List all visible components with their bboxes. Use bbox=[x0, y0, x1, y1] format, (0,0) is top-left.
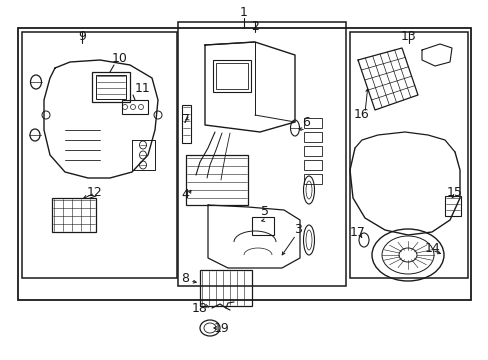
Text: 7: 7 bbox=[182, 113, 190, 126]
Text: 3: 3 bbox=[293, 224, 301, 237]
Text: 1: 1 bbox=[240, 5, 247, 18]
Bar bbox=[178, 22, 346, 286]
Text: 6: 6 bbox=[302, 117, 309, 130]
Bar bbox=[349, 32, 467, 278]
Bar bbox=[200, 270, 251, 306]
Bar bbox=[444, 196, 460, 216]
Bar bbox=[304, 146, 321, 156]
Bar bbox=[304, 132, 321, 142]
Text: 19: 19 bbox=[214, 321, 229, 334]
Bar bbox=[304, 174, 321, 184]
Text: 2: 2 bbox=[250, 19, 259, 32]
Text: 8: 8 bbox=[181, 271, 189, 284]
Text: 18: 18 bbox=[192, 301, 207, 315]
Bar bbox=[52, 198, 96, 232]
Text: 16: 16 bbox=[353, 108, 369, 121]
Text: 10: 10 bbox=[112, 51, 128, 64]
Bar bbox=[18, 28, 470, 300]
Text: 5: 5 bbox=[261, 206, 268, 219]
Text: 4: 4 bbox=[181, 189, 188, 202]
Bar bbox=[216, 63, 247, 89]
Bar bbox=[213, 60, 250, 92]
Text: 13: 13 bbox=[400, 31, 416, 44]
Text: 17: 17 bbox=[349, 226, 365, 239]
Bar bbox=[251, 217, 273, 235]
Text: 14: 14 bbox=[424, 242, 440, 255]
Bar bbox=[304, 118, 321, 128]
Bar bbox=[22, 32, 177, 278]
Bar bbox=[122, 100, 148, 114]
Text: 12: 12 bbox=[87, 186, 102, 199]
Bar bbox=[92, 72, 130, 102]
Bar bbox=[185, 155, 247, 205]
Text: 11: 11 bbox=[135, 81, 151, 94]
Text: 9: 9 bbox=[78, 31, 86, 44]
Text: 15: 15 bbox=[446, 186, 462, 199]
Bar bbox=[182, 105, 191, 143]
Bar bbox=[304, 160, 321, 170]
Bar bbox=[96, 75, 126, 99]
